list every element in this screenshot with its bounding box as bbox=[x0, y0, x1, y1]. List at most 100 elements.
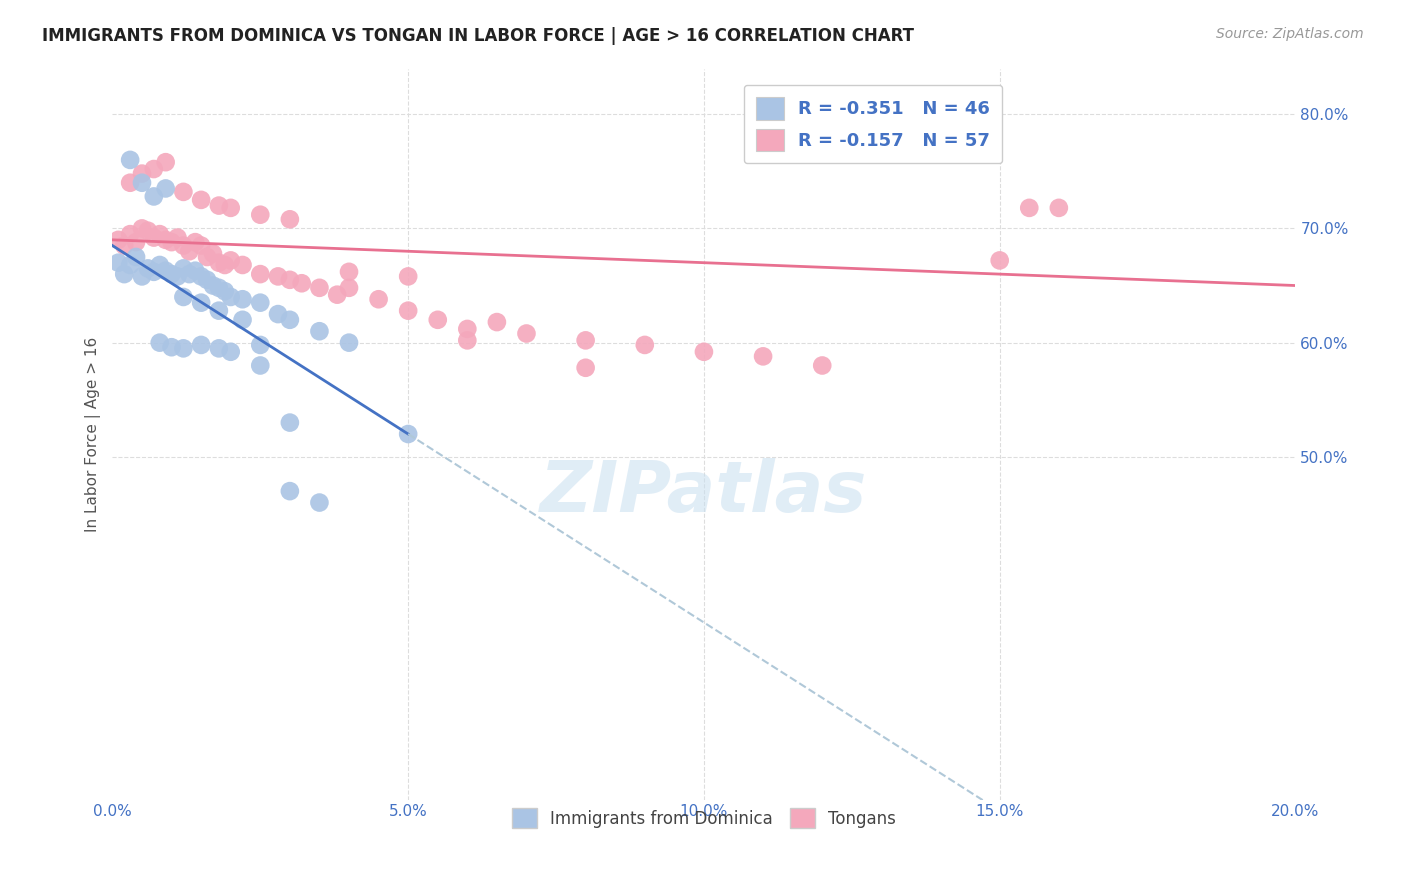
Point bbox=[131, 176, 153, 190]
Legend: Immigrants from Dominica, Tongans: Immigrants from Dominica, Tongans bbox=[505, 801, 903, 835]
Point bbox=[249, 208, 271, 222]
Point bbox=[160, 340, 183, 354]
Point bbox=[142, 189, 165, 203]
Point bbox=[208, 342, 231, 356]
Point bbox=[426, 313, 449, 327]
Point bbox=[232, 258, 254, 272]
Point bbox=[149, 258, 172, 272]
Point bbox=[988, 253, 1011, 268]
Point bbox=[308, 281, 330, 295]
Point bbox=[172, 290, 194, 304]
Point bbox=[155, 155, 177, 169]
Point bbox=[131, 167, 153, 181]
Point bbox=[136, 224, 159, 238]
Point bbox=[166, 269, 188, 284]
Point bbox=[125, 235, 148, 249]
Point bbox=[208, 303, 231, 318]
Point bbox=[308, 495, 330, 509]
Point bbox=[120, 258, 142, 272]
Point bbox=[278, 416, 301, 430]
Point bbox=[367, 292, 389, 306]
Text: IMMIGRANTS FROM DOMINICA VS TONGAN IN LABOR FORCE | AGE > 16 CORRELATION CHART: IMMIGRANTS FROM DOMINICA VS TONGAN IN LA… bbox=[42, 27, 914, 45]
Point bbox=[456, 322, 478, 336]
Point bbox=[190, 269, 212, 284]
Point bbox=[575, 360, 598, 375]
Point bbox=[232, 292, 254, 306]
Point bbox=[278, 313, 301, 327]
Point bbox=[160, 235, 183, 249]
Point bbox=[160, 267, 183, 281]
Point bbox=[208, 255, 231, 269]
Point bbox=[149, 227, 172, 241]
Point bbox=[232, 313, 254, 327]
Point bbox=[456, 334, 478, 348]
Point bbox=[172, 185, 194, 199]
Point bbox=[1018, 201, 1040, 215]
Point bbox=[337, 265, 360, 279]
Point bbox=[396, 427, 419, 442]
Text: ZIPatlas: ZIPatlas bbox=[540, 458, 868, 527]
Point bbox=[155, 233, 177, 247]
Point bbox=[575, 334, 598, 348]
Point bbox=[249, 338, 271, 352]
Point bbox=[184, 235, 207, 249]
Point bbox=[337, 281, 360, 295]
Point bbox=[278, 273, 301, 287]
Point bbox=[136, 261, 159, 276]
Point bbox=[485, 315, 508, 329]
Point bbox=[190, 193, 212, 207]
Point bbox=[195, 273, 218, 287]
Point bbox=[308, 324, 330, 338]
Point bbox=[155, 181, 177, 195]
Text: Source: ZipAtlas.com: Source: ZipAtlas.com bbox=[1216, 27, 1364, 41]
Point bbox=[396, 303, 419, 318]
Point bbox=[142, 161, 165, 176]
Point bbox=[249, 267, 271, 281]
Y-axis label: In Labor Force | Age > 16: In Labor Force | Age > 16 bbox=[86, 336, 101, 532]
Point bbox=[326, 287, 349, 301]
Point bbox=[634, 338, 657, 352]
Point bbox=[190, 295, 212, 310]
Point bbox=[155, 263, 177, 277]
Point bbox=[201, 278, 224, 293]
Point bbox=[107, 233, 129, 247]
Point bbox=[267, 307, 290, 321]
Point bbox=[214, 258, 236, 272]
Point bbox=[214, 285, 236, 299]
Point bbox=[112, 238, 135, 252]
Point bbox=[693, 344, 716, 359]
Point bbox=[515, 326, 537, 341]
Point bbox=[107, 255, 129, 269]
Point bbox=[278, 212, 301, 227]
Point bbox=[195, 250, 218, 264]
Point bbox=[219, 344, 242, 359]
Point bbox=[201, 246, 224, 260]
Point bbox=[184, 263, 207, 277]
Point bbox=[396, 269, 419, 284]
Point bbox=[752, 349, 775, 363]
Point bbox=[278, 484, 301, 499]
Point bbox=[131, 221, 153, 235]
Point bbox=[249, 295, 271, 310]
Point bbox=[179, 267, 201, 281]
Point bbox=[112, 267, 135, 281]
Point bbox=[208, 198, 231, 212]
Point bbox=[337, 335, 360, 350]
Point bbox=[219, 253, 242, 268]
Point bbox=[811, 359, 834, 373]
Point bbox=[208, 281, 231, 295]
Point bbox=[125, 250, 148, 264]
Point bbox=[131, 269, 153, 284]
Point bbox=[120, 176, 142, 190]
Point bbox=[267, 269, 290, 284]
Point bbox=[291, 277, 314, 291]
Point bbox=[1047, 201, 1070, 215]
Point bbox=[172, 261, 194, 276]
Point bbox=[142, 265, 165, 279]
Point bbox=[219, 201, 242, 215]
Point bbox=[179, 244, 201, 259]
Point bbox=[120, 227, 142, 241]
Point bbox=[142, 230, 165, 244]
Point bbox=[249, 359, 271, 373]
Point bbox=[120, 153, 142, 167]
